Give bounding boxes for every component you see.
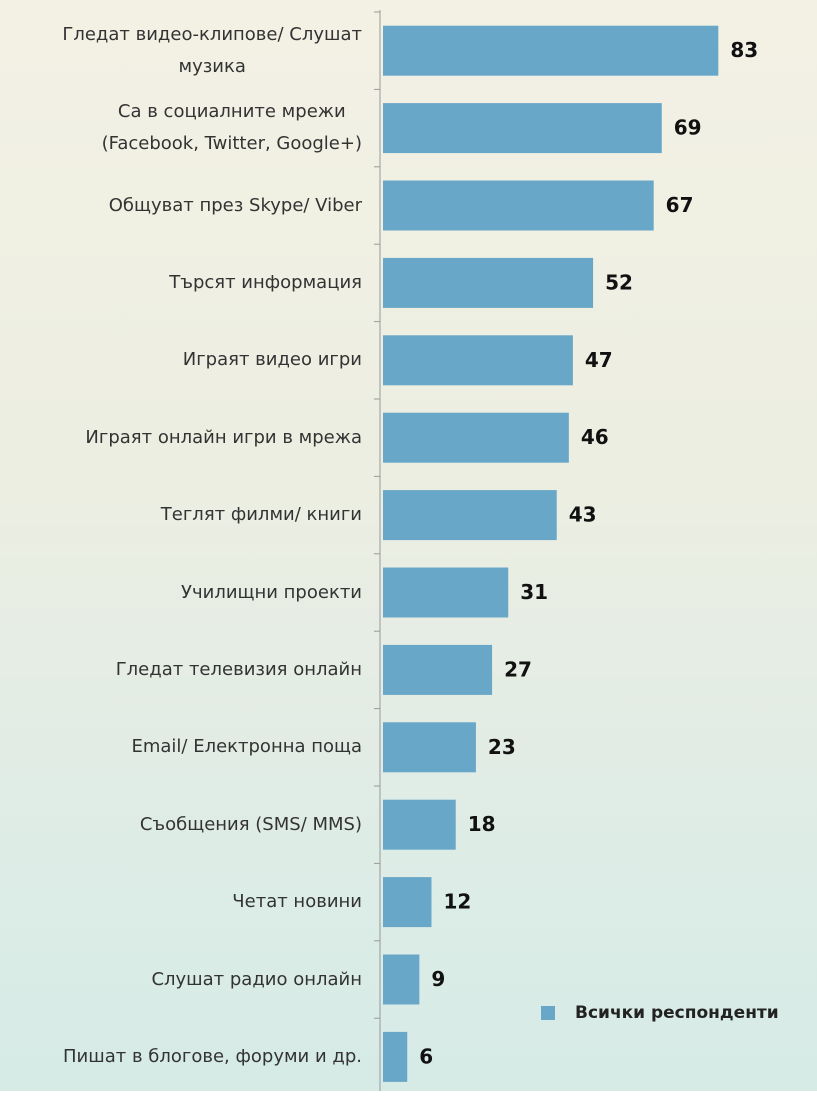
value-label: 9 (431, 967, 445, 991)
bar (383, 1031, 408, 1082)
bar (383, 722, 476, 773)
bar (383, 257, 594, 308)
value-label: 43 (569, 503, 597, 527)
bar (383, 567, 509, 618)
bar (383, 335, 573, 386)
category-label: Гледат видео-клипове/ Слушат музика (62, 23, 362, 77)
category-label: Са в социалните мрежи (Facebook, Twitter… (101, 101, 362, 155)
value-label: 46 (581, 425, 609, 449)
category-label: Съобщения (SMS/ MMS) (139, 813, 362, 835)
category-label-box: Теглят филми/ книги (0, 475, 362, 555)
category-label-box: Са в социалните мрежи (Facebook, Twitter… (0, 88, 362, 168)
category-label: Email/ Електронна поща (131, 736, 362, 758)
bar (383, 799, 456, 850)
category-label: Пишат в блогове, форуми и др. (63, 1045, 362, 1067)
bar (383, 412, 569, 463)
category-label: Слушат радио онлайн (151, 968, 362, 990)
category-label: Гледат телевизия онлайн (115, 658, 362, 680)
category-label-box: Играят онлайн игри в мрежа (0, 398, 362, 478)
category-label-box: Четат новини (0, 862, 362, 942)
category-label-box: Пишат в блогове, форуми и др. (0, 1017, 362, 1097)
value-label: 69 (674, 116, 702, 140)
category-label: Играят онлайн игри в мрежа (85, 426, 362, 448)
category-label: Теглят филми/ книги (160, 504, 362, 526)
category-label-box: Играят видео игри (0, 320, 362, 400)
category-label-box: Гледат видео-клипове/ Слушат музика (0, 11, 362, 91)
legend-label: Всички респонденти (575, 1003, 779, 1023)
bar (383, 954, 420, 1005)
bar (383, 103, 662, 154)
bar (383, 25, 719, 76)
category-label: Играят видео игри (182, 349, 362, 371)
value-label: 27 (504, 657, 532, 681)
category-label-box: Слушат радио онлайн (0, 940, 362, 1020)
category-label-box: Съобщения (SMS/ MMS) (0, 785, 362, 865)
value-label: 47 (585, 348, 613, 372)
value-label: 18 (468, 812, 496, 836)
bar (383, 877, 432, 928)
category-label: Общуват през Skype/ Viber (108, 194, 362, 216)
value-label: 6 (419, 1044, 433, 1068)
bar (383, 180, 654, 231)
value-label: 12 (443, 890, 471, 914)
value-label: 52 (605, 270, 633, 294)
category-label-box: Гледат телевизия онлайн (0, 630, 362, 710)
value-label: 31 (520, 580, 548, 604)
category-label-box: Търсят информация (0, 243, 362, 323)
category-label-box: Общуват през Skype/ Viber (0, 166, 362, 246)
value-label: 83 (730, 38, 758, 62)
category-label-box: Училищни проекти (0, 553, 362, 633)
category-label: Търсят информация (169, 271, 362, 293)
bar (383, 644, 493, 695)
category-label-box: Email/ Електронна поща (0, 707, 362, 787)
value-label: 23 (488, 735, 516, 759)
legend-swatch (541, 1006, 555, 1020)
bar (383, 490, 557, 541)
category-label: Четат новини (232, 891, 362, 913)
category-label: Училищни проекти (181, 581, 362, 603)
value-label: 67 (666, 193, 694, 217)
